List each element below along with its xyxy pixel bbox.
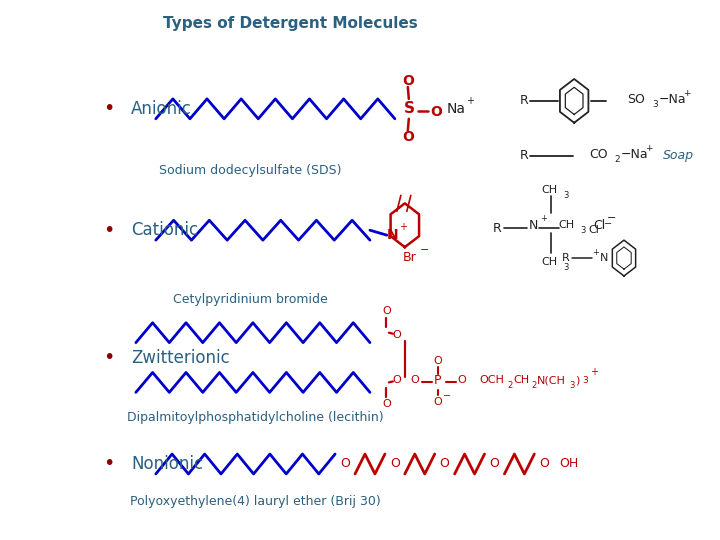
Text: OH: OH <box>559 457 578 470</box>
Text: R: R <box>520 149 528 162</box>
Text: 2: 2 <box>531 381 536 390</box>
Text: −: − <box>443 392 451 401</box>
Text: R: R <box>562 253 570 263</box>
Text: −Na: −Na <box>658 93 686 106</box>
Text: O: O <box>490 457 500 470</box>
Text: •: • <box>103 99 114 118</box>
Text: −: − <box>608 213 617 223</box>
Text: N: N <box>387 228 399 242</box>
Text: ): ) <box>575 375 580 386</box>
Text: CH: CH <box>558 220 575 230</box>
Text: Br: Br <box>403 251 417 264</box>
Text: Cationic: Cationic <box>131 221 198 239</box>
Text: Cetylpyridinium bromide: Cetylpyridinium bromide <box>173 293 328 306</box>
Text: O: O <box>539 457 549 470</box>
Text: N: N <box>600 253 608 263</box>
Text: Sodium dodecylsulfate (SDS): Sodium dodecylsulfate (SDS) <box>159 164 342 177</box>
Text: Types of Detergent Molecules: Types of Detergent Molecules <box>163 16 418 31</box>
Text: O: O <box>402 130 414 144</box>
Text: Soap: Soap <box>662 149 693 162</box>
Text: 3: 3 <box>652 100 658 110</box>
Text: 3: 3 <box>570 381 575 390</box>
Text: −Na: −Na <box>621 148 648 161</box>
Text: O: O <box>402 74 414 88</box>
Text: 3: 3 <box>564 191 569 200</box>
Text: O: O <box>430 105 441 119</box>
Text: N: N <box>528 219 538 232</box>
Text: O: O <box>440 457 449 470</box>
Text: CH: CH <box>541 185 557 195</box>
Text: CO: CO <box>590 148 608 161</box>
Text: +: + <box>466 96 474 106</box>
Text: 2: 2 <box>508 381 513 390</box>
Text: R: R <box>493 222 502 235</box>
Text: −: − <box>420 245 429 255</box>
Text: CH: CH <box>513 375 529 386</box>
Text: O: O <box>433 397 442 407</box>
Text: Na: Na <box>446 102 465 116</box>
Text: CH: CH <box>541 257 557 267</box>
Text: P: P <box>434 374 441 387</box>
Text: Zwitterionic: Zwitterionic <box>131 348 230 367</box>
Text: OCH: OCH <box>480 375 505 386</box>
Text: +: + <box>593 248 600 256</box>
Text: Cl: Cl <box>589 225 600 235</box>
Text: +: + <box>645 144 653 153</box>
Text: •: • <box>103 348 114 367</box>
Text: •: • <box>103 221 114 240</box>
Text: −: − <box>604 219 612 230</box>
Text: Polyoxyethylene(4) lauryl ether (Brij 30): Polyoxyethylene(4) lauryl ether (Brij 30… <box>130 495 381 508</box>
Text: O: O <box>382 306 391 316</box>
Text: O: O <box>390 457 400 470</box>
Text: +: + <box>399 222 407 232</box>
Text: Nonionic: Nonionic <box>131 455 203 473</box>
Text: O: O <box>340 457 350 470</box>
Text: +: + <box>683 90 690 98</box>
Text: O: O <box>382 399 391 409</box>
Text: O: O <box>392 375 401 386</box>
Text: 3: 3 <box>564 262 569 272</box>
Text: S: S <box>405 102 415 116</box>
Text: 2: 2 <box>614 155 620 164</box>
Text: SO: SO <box>627 93 645 106</box>
Text: 3: 3 <box>582 376 588 385</box>
Text: O: O <box>410 375 419 386</box>
Text: N(CH: N(CH <box>537 375 566 386</box>
Text: •: • <box>103 455 114 474</box>
Text: +: + <box>590 368 598 377</box>
Text: 3: 3 <box>580 226 586 235</box>
Text: O: O <box>433 355 442 366</box>
Text: Cl: Cl <box>593 219 606 232</box>
Text: O: O <box>392 329 401 340</box>
Text: O: O <box>457 375 466 386</box>
Text: R: R <box>520 94 528 107</box>
Text: Dipalmitoylphosphatidylcholine (lecithin): Dipalmitoylphosphatidylcholine (lecithin… <box>127 411 384 424</box>
Text: Anionic: Anionic <box>131 100 192 118</box>
Text: +: + <box>540 214 546 223</box>
